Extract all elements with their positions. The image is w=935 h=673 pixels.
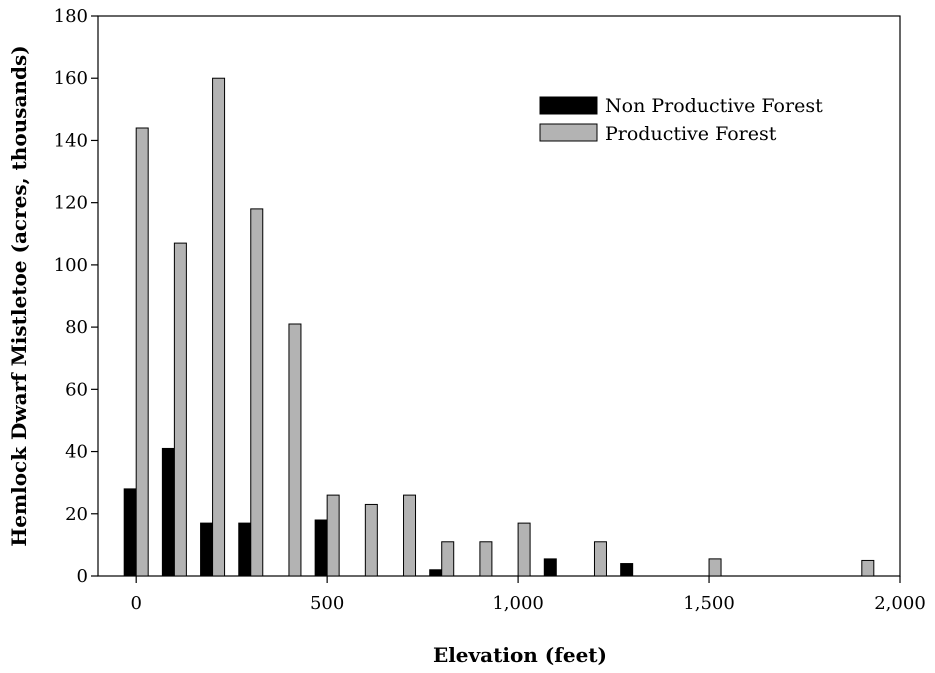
y-tick-label: 160 [54,68,88,89]
y-tick-label: 100 [54,255,88,276]
y-tick-label: 180 [54,6,88,27]
x-tick-label: 500 [310,593,344,614]
bar-productive [135,127,149,577]
y-tick-label: 0 [77,566,88,587]
y-tick-label: 60 [65,379,88,400]
legend-swatch-non-productive [539,96,598,115]
bar-non-productive [620,563,634,577]
bar-productive [403,494,417,577]
y-tick-label: 140 [54,130,88,151]
legend-label-non-productive: Non Productive Forest [605,95,823,117]
x-tick-label: 2,000 [874,593,926,614]
y-tick-label: 120 [54,193,88,214]
bar-non-productive [314,519,328,577]
x-tick-label: 0 [130,593,141,614]
plot-area [97,15,901,577]
bar-productive [212,77,226,577]
bar-productive [250,208,264,577]
y-axis-ticks: 0 20 40 60 80 100 120 140 160 180 [54,6,98,587]
bar-non-productive [543,558,557,577]
bar-productive [173,242,187,577]
y-tick-label: 20 [65,504,88,525]
y-tick-label: 80 [65,317,88,338]
x-axis-title: Elevation (feet) [433,643,607,667]
bar-non-productive [200,522,214,577]
bar-productive [441,541,455,577]
bar-productive [517,522,531,577]
legend-swatch-productive [539,123,598,142]
y-tick-label: 40 [65,442,88,463]
x-axis-ticks: 0 500 1,000 1,500 2,000 [130,576,926,614]
bar-productive [593,541,607,577]
bar-non-productive [123,488,137,577]
bar-productive [479,541,493,577]
bar-productive [288,323,302,577]
bar-productive [861,559,875,577]
legend-label-productive: Productive Forest [605,123,777,145]
bar-non-productive [429,569,443,577]
x-tick-label: 1,000 [492,593,544,614]
y-axis-title: Hemlock Dwarf Mistletoe (acres, thousand… [7,45,31,546]
bar-productive [364,503,378,577]
bar-productive [326,494,340,577]
bar-productive [708,558,722,577]
bar-non-productive [238,522,252,577]
bar-non-productive [161,447,175,577]
bars [123,77,875,577]
x-tick-label: 1,500 [683,593,735,614]
legend: Non Productive Forest Productive Forest [539,95,823,145]
